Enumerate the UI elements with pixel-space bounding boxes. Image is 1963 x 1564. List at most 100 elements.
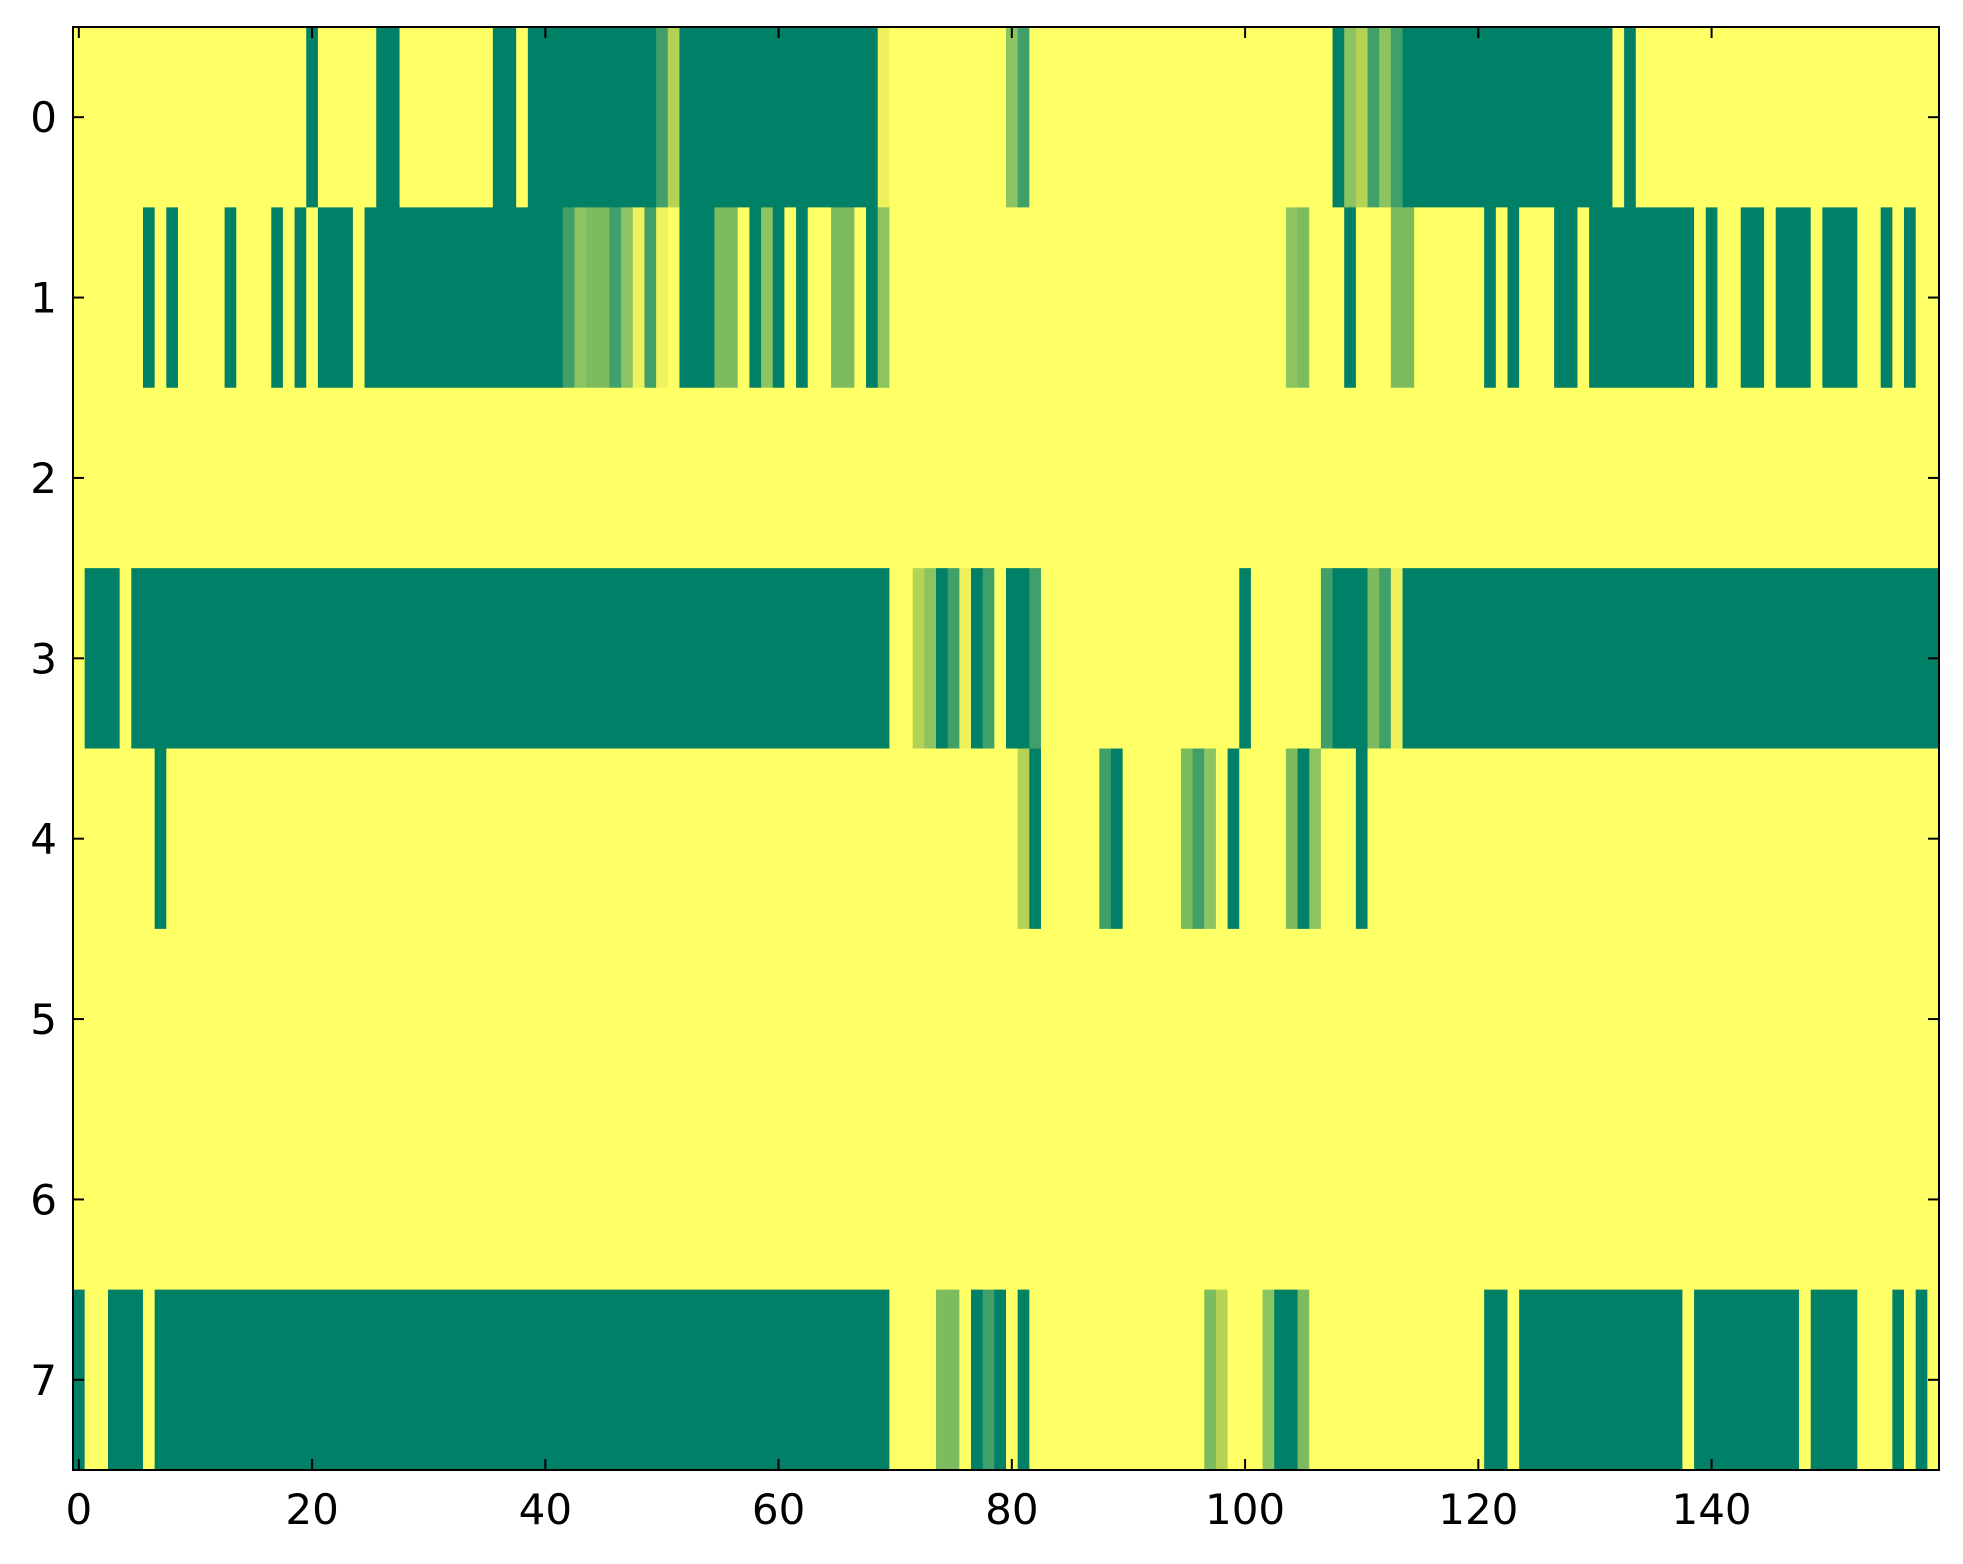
heatmap-cell [1740,207,1765,389]
heatmap-cell [73,1109,1940,1291]
x-tick-label: 140 [1671,1485,1751,1534]
heatmap-cell [877,27,890,208]
heatmap-cell [1122,748,1182,930]
heatmap-cell [1017,27,1030,208]
heatmap-cell [889,27,1007,208]
heatmap-cell [1589,207,1695,389]
heatmap-cells [73,27,1940,1471]
heatmap-cell [1262,1289,1275,1471]
heatmap-cell [166,207,179,389]
heatmap-cell [1029,27,1334,208]
heatmap-cell [982,1289,995,1471]
heatmap-cell [749,207,762,389]
heatmap-cell [1857,207,1882,389]
heatmap-cell [1274,1289,1299,1471]
heatmap-cell [1239,568,1252,750]
heatmap-cell [1029,748,1042,930]
heatmap-cell [644,207,657,389]
heatmap-cell [516,27,529,208]
heatmap-cell [1180,748,1194,930]
heatmap-cell [73,387,1940,569]
heatmap-cell [1320,568,1334,750]
heatmap-cell [1367,568,1380,750]
heatmap-cell [971,568,984,750]
heatmap-cell [761,207,774,389]
heatmap-cell [1040,748,1100,930]
x-tick-label: 40 [519,1485,572,1534]
heatmap-cell [586,207,611,389]
heatmap-cell [632,207,646,389]
heatmap-cell [971,1289,984,1471]
heatmap-cell [376,27,401,208]
heatmap-cell [877,207,890,389]
heatmap-cell [1484,207,1497,389]
heatmap-cell [317,27,377,208]
heatmap-cell [1367,27,1380,208]
heatmap-cell [1320,748,1357,930]
heatmap-cell [714,207,739,389]
heatmap-cell [1694,1289,1800,1471]
x-tick-label: 20 [285,1485,338,1534]
y-tick-label: 4 [30,815,57,864]
heatmap-cell [889,1289,937,1471]
heatmap-cell [772,207,786,389]
heatmap-cell [1612,27,1625,208]
y-tick-label: 1 [30,274,57,323]
heatmap-cell [1880,207,1893,389]
heatmap-cell [1017,748,1030,930]
heatmap-cell [142,207,156,389]
heatmap-cell [154,1289,890,1471]
heatmap-cell [1367,748,1940,930]
heatmap-cell [621,207,634,389]
heatmap-cell [1554,207,1579,389]
heatmap-cell [1624,27,1637,208]
heatmap-cell [1507,1289,1520,1471]
heatmap-cell [947,568,960,750]
heatmap-cell [667,27,681,208]
y-tick-label: 7 [30,1356,57,1405]
heatmap-cell [807,207,832,389]
heatmap-cell [1309,1289,1485,1471]
heatmap-cell [73,207,144,389]
heatmap-cell [1355,748,1369,930]
heatmap-cell [399,27,494,208]
heatmap-cell [1717,207,1742,389]
heatmap-cell [142,1289,156,1471]
heatmap-cell [1519,207,1555,389]
heatmap-cell [1694,207,1707,389]
heatmap-cell [1904,207,1917,389]
heatmap-cell [667,207,681,389]
heatmap-cell [492,27,517,208]
y-tick-label: 5 [30,995,57,1044]
heatmap-cell [936,1289,960,1471]
heatmap-cell [1227,1289,1264,1471]
heatmap-cell [679,27,879,208]
heatmap-cell [1309,207,1345,389]
x-tick-label: 60 [752,1485,805,1534]
heatmap-cell [1227,748,1240,930]
heatmap-cell [177,207,226,389]
heatmap-cell [1239,748,1287,930]
heatmap-cell [936,568,949,750]
heatmap-cell [154,748,167,930]
heatmap-cell [1775,207,1812,389]
heatmap-cell [1414,207,1485,389]
heatmap-cell [609,207,622,389]
heatmap-cell [1682,1289,1695,1471]
heatmap-cell [107,1289,144,1471]
heatmap-cell [1006,27,1019,208]
heatmap-cell [1204,1289,1217,1471]
heatmap-cell [1297,748,1310,930]
heatmap-cell [1332,27,1345,208]
heatmap-cell [364,207,564,389]
heatmap-cell [562,207,576,389]
heatmap-cell [73,928,1940,1110]
heatmap-cell [1892,207,1905,389]
heatmap-cell [1390,568,1404,750]
heatmap-cell [1006,568,1030,750]
heatmap-cell [1029,568,1042,750]
heatmap-cell [1344,27,1357,208]
heatmap-cell [306,27,319,208]
heatmap-cell [959,1289,972,1471]
